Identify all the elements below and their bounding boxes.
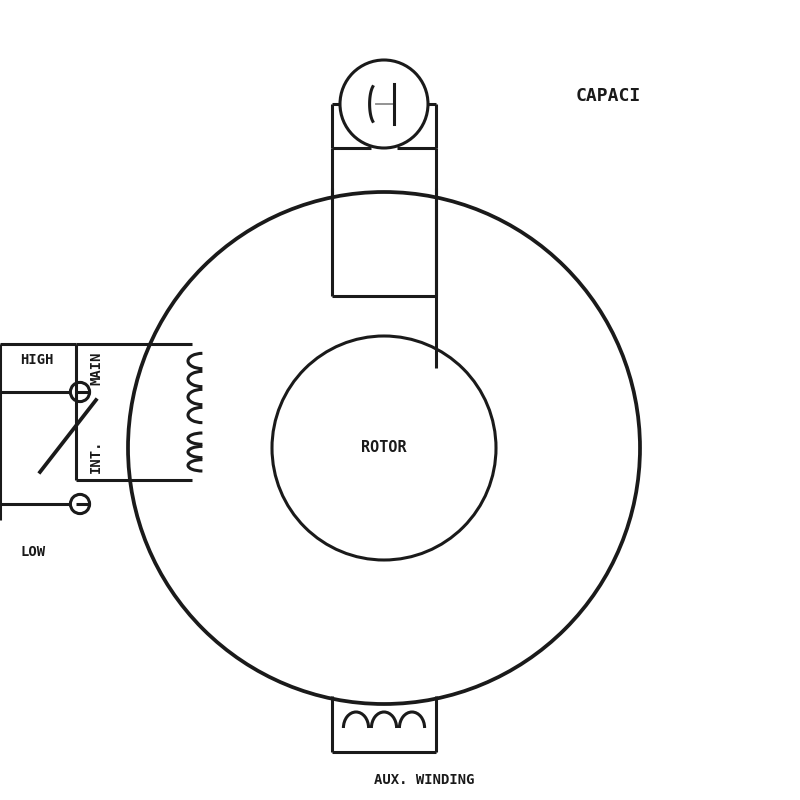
Text: CAPACI: CAPACI: [576, 87, 642, 105]
Text: LOW: LOW: [20, 545, 45, 559]
Text: HIGH: HIGH: [20, 353, 54, 367]
Text: ROTOR: ROTOR: [361, 441, 407, 455]
Text: INT.: INT.: [89, 439, 103, 473]
Text: AUX. WINDING: AUX. WINDING: [374, 773, 474, 787]
Text: MAIN: MAIN: [89, 351, 103, 385]
